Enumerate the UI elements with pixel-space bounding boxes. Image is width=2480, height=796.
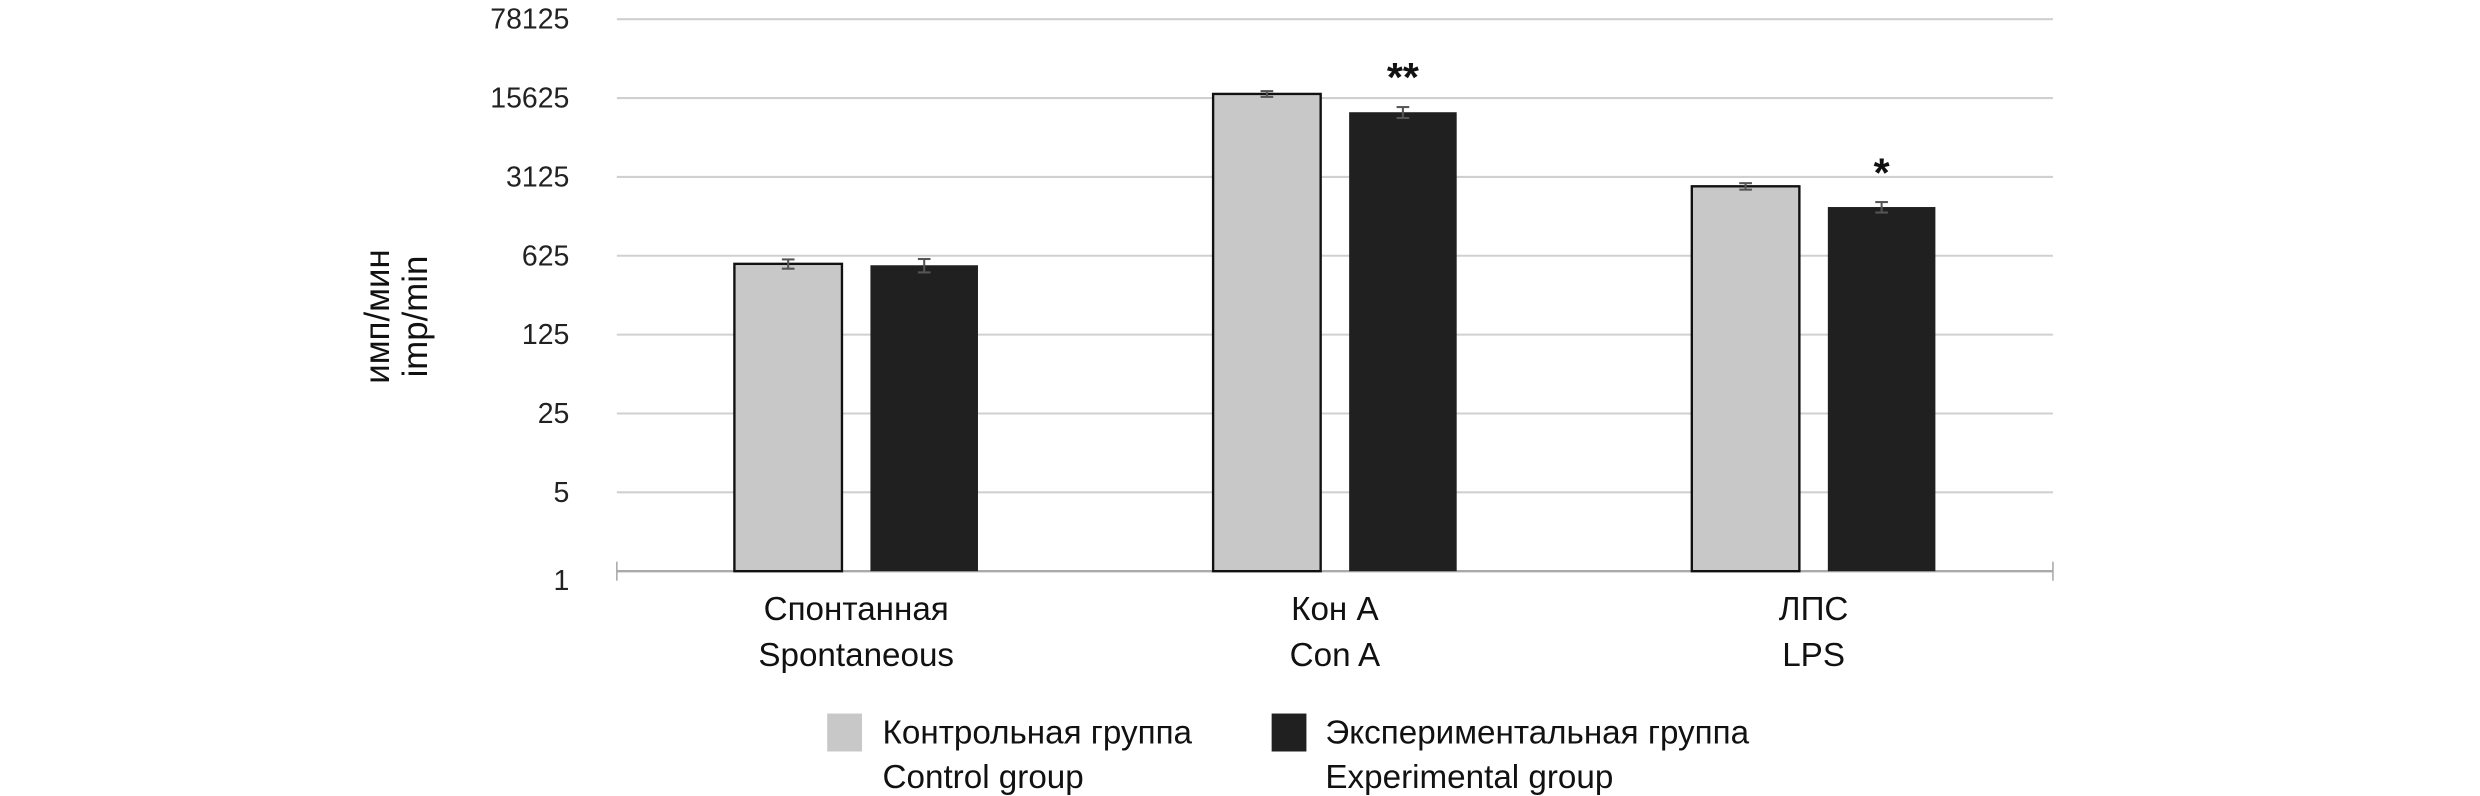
legend-label-experimental-en: Experimental group xyxy=(1325,759,1613,796)
category-label-ru: Кон А xyxy=(1291,591,1379,628)
category-labels: Спонтанная Spontaneous Кон А Con A ЛПС LPS xyxy=(758,591,1848,674)
bar-control xyxy=(1690,185,1801,573)
bar-experimental xyxy=(1827,207,1936,572)
bar-experimental xyxy=(870,265,978,572)
y-tick-labels: 1 5 25 125 625 3125 15625 78125 xyxy=(490,4,569,597)
category-label-ru: Спонтанная xyxy=(764,591,949,628)
gridlines xyxy=(616,18,2054,581)
y-axis-label-en: imp/min xyxy=(397,256,435,378)
category-label-ru: ЛПС xyxy=(1779,591,1849,628)
y-tick-label: 25 xyxy=(538,398,570,430)
legend-swatch-experimental xyxy=(1271,713,1307,752)
y-tick-label: 625 xyxy=(522,240,569,272)
significance-marker: ** xyxy=(1387,54,1419,100)
legend-label-control-en: Control group xyxy=(883,759,1084,796)
y-tick-label: 3125 xyxy=(506,161,569,193)
bar-control xyxy=(1211,92,1322,573)
bars: *** xyxy=(733,54,1936,573)
y-tick-label: 78125 xyxy=(490,4,569,36)
y-tick-label: 125 xyxy=(522,319,569,351)
bar-experimental xyxy=(1349,112,1457,572)
legend-label-experimental-ru: Экспериментальная группа xyxy=(1325,715,1749,752)
category-label-en: Spontaneous xyxy=(758,637,954,674)
category-label-en: Con A xyxy=(1290,637,1381,674)
significance-marker: * xyxy=(1874,149,1890,195)
category-label-en: LPS xyxy=(1782,637,1845,674)
bar-control xyxy=(733,262,844,573)
y-tick-label: 5 xyxy=(554,477,570,509)
legend: Контрольная группа Control group Экспери… xyxy=(827,713,1750,796)
legend-swatch-control xyxy=(827,713,862,752)
y-axis-label: имп/мин imp/min xyxy=(359,249,435,383)
y-tick-label: 1 xyxy=(554,565,570,597)
y-tick-label: 15625 xyxy=(490,83,569,115)
y-axis-label-ru: имп/мин xyxy=(359,249,397,383)
legend-label-control-ru: Контрольная группа xyxy=(883,715,1193,752)
